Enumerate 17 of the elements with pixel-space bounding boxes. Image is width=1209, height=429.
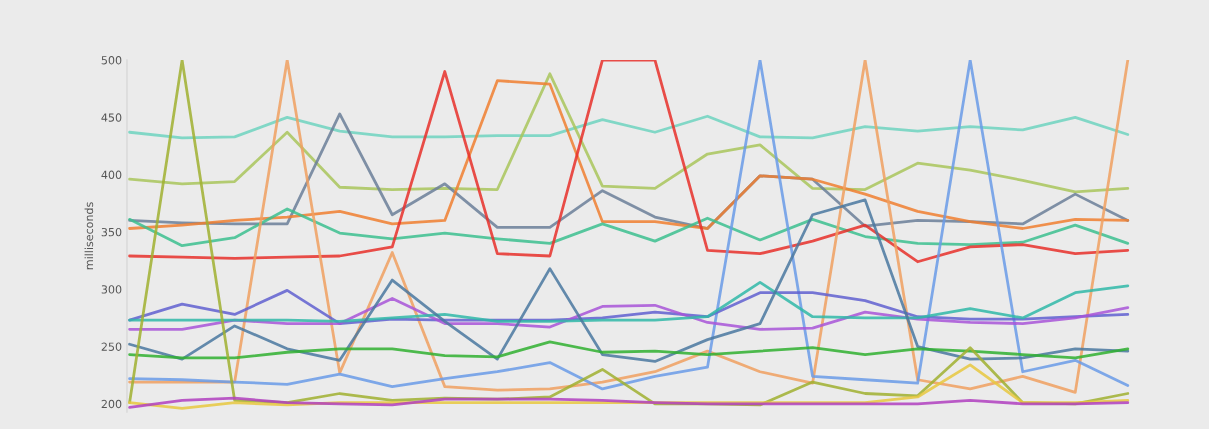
y-axis-title: milliseconds <box>84 202 94 270</box>
line-series <box>128 60 1130 264</box>
y-tick-label: 500 <box>101 56 122 65</box>
y-tick-label: 350 <box>101 227 122 237</box>
y-tick-label: 250 <box>101 342 122 351</box>
y-tick-label: 450 <box>101 113 122 122</box>
line-series <box>128 340 1130 360</box>
y-tick-label: 200 <box>101 399 122 409</box>
line-series <box>128 280 1130 323</box>
line-series <box>128 396 1130 409</box>
y-tick-label: 400 <box>101 170 122 180</box>
line-series <box>128 72 1130 194</box>
y-tick-label: 300 <box>101 285 122 294</box>
line-series <box>128 198 1130 363</box>
line-series <box>128 114 1130 140</box>
line-series <box>128 207 1130 248</box>
line-series <box>128 79 1130 230</box>
